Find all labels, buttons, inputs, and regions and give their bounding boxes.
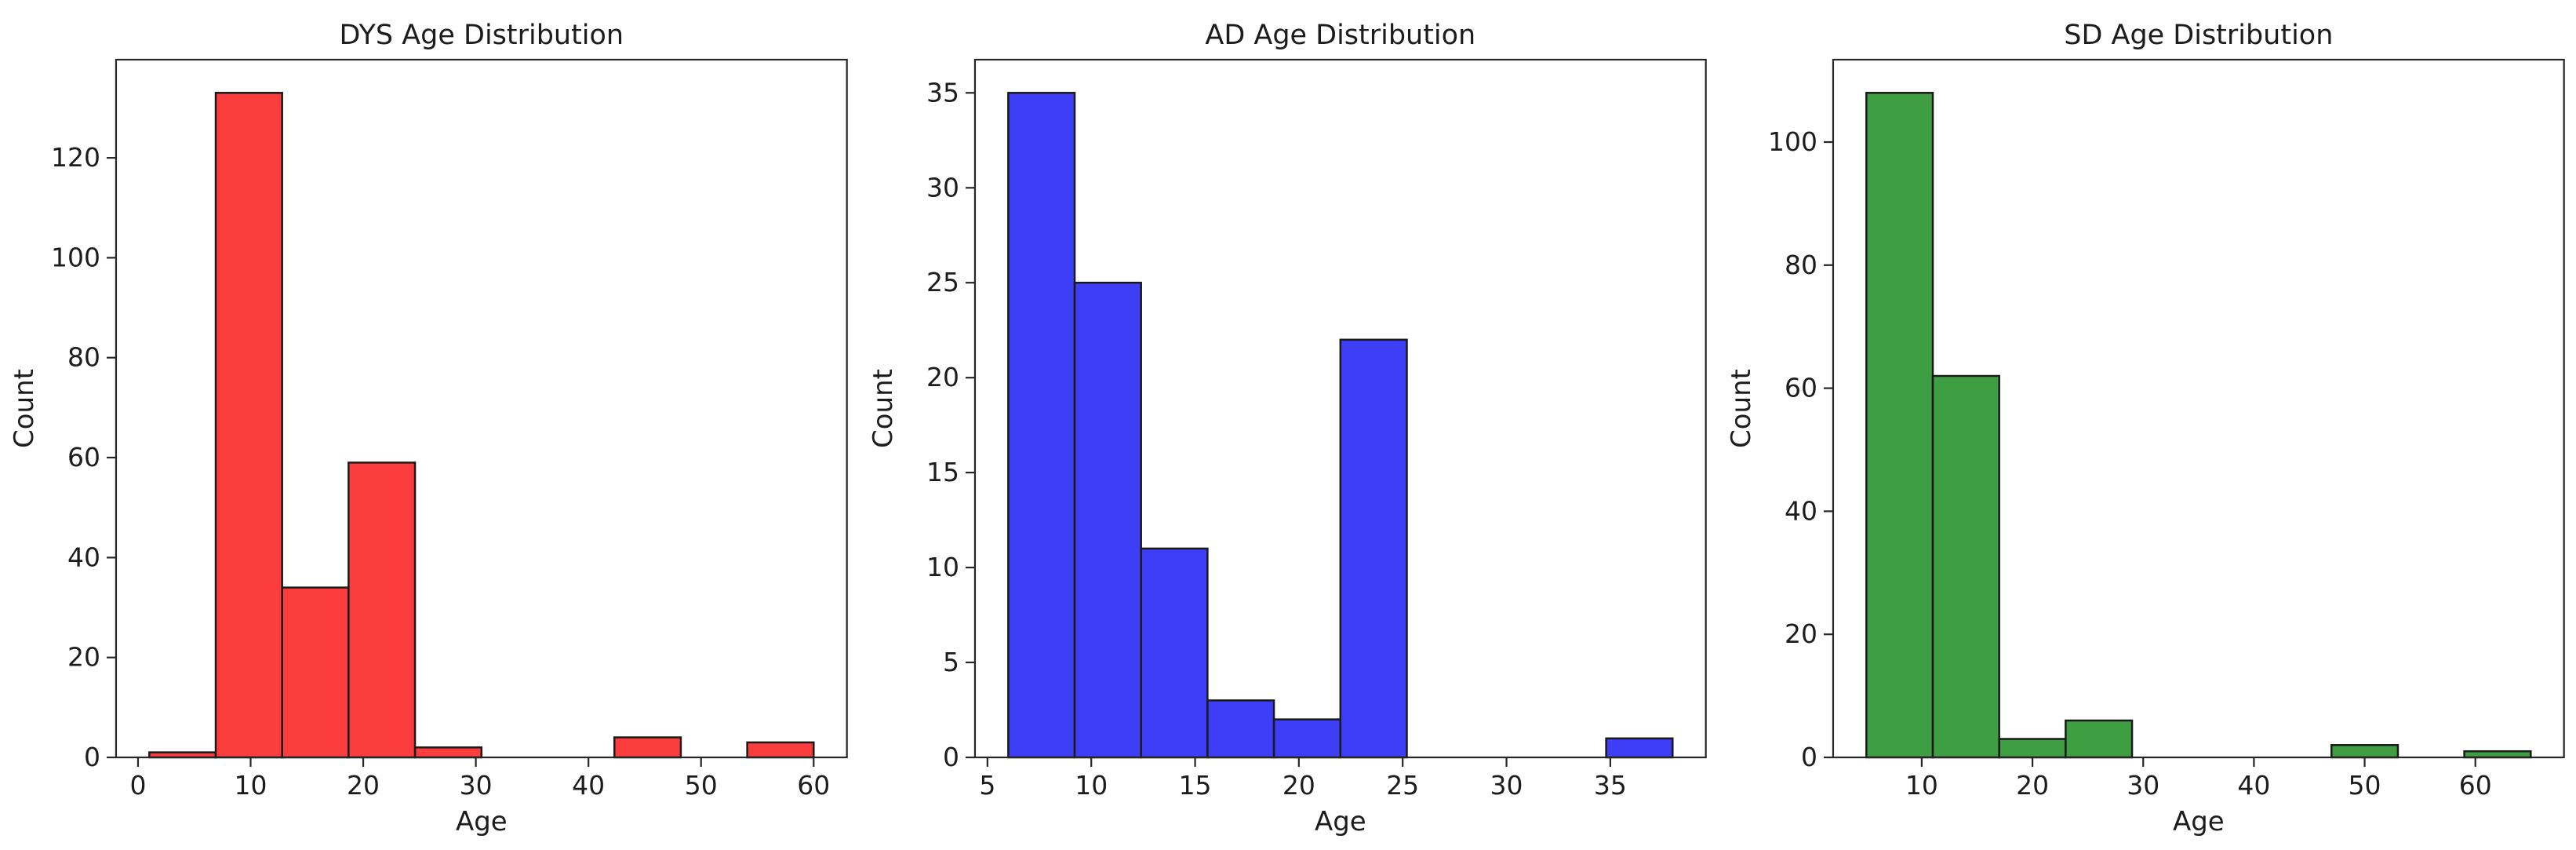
y-tick-label: 40 [1785,495,1817,526]
x-tick-label: 0 [129,770,146,801]
x-axis-label: Age [2173,806,2225,837]
x-tick-label: 10 [235,770,267,801]
histogram-bars [1865,92,2532,759]
x-tick-label: 20 [2016,770,2049,801]
x-tick-label: 40 [572,770,605,801]
x-tick-label: 15 [1178,770,1211,801]
y-tick-label: 20 [1785,618,1817,649]
y-tick-label: 100 [1768,126,1817,157]
x-tick-label: 25 [1386,770,1419,801]
plot-background [0,0,859,850]
y-tick-label: 15 [926,457,959,487]
y-tick-label: 80 [1785,250,1817,280]
histogram-bar [1339,338,1408,759]
y-tick-label: 0 [84,742,100,772]
axes-frame [115,58,848,759]
y-tick-label: 20 [926,362,959,392]
histogram-bar [1073,281,1142,759]
histogram-bar [1865,92,1934,759]
histogram-bar [1605,737,1674,759]
x-tick-label: 30 [1490,770,1523,801]
histogram-bar [2065,719,2134,759]
plot-background [1717,0,2576,850]
y-tick-label: 40 [67,542,100,572]
y-tick-label: 25 [926,267,959,297]
x-tick-label: 35 [1594,770,1627,801]
x-tick-label: 20 [1283,770,1315,801]
histogram-bar [613,736,682,759]
y-axis-label: Count [9,369,40,448]
histogram-bar [2463,750,2532,759]
y-tick-label: 35 [926,77,959,108]
axes-frame [973,58,1707,759]
x-tick-label: 10 [1075,770,1108,801]
histogram-bars [148,92,815,759]
y-axis-label: Count [1726,369,1757,448]
histogram-bar [347,461,417,759]
chart-ad-age-distribution: AD Age Distribution 51015202530350510152… [858,0,1718,850]
histogram-bar [1006,92,1075,759]
chart-dys-age-distribution: DYS Age Distribution 0 10 20 30 40 50 60 0 20 40 6… [0,0,859,850]
y-tick-label: 10 [926,552,959,582]
x-axis-label: Age [1315,806,1366,837]
axes-frame [1832,58,2566,759]
x-tick-label: 40 [2238,770,2271,801]
histogram-bar [1998,738,2067,759]
y-tick-label: 30 [926,172,959,202]
y-tick-label: 20 [67,642,100,673]
histogram-bar [1206,699,1275,759]
x-tick-label: 50 [2349,770,2381,801]
plot-background [858,0,1718,850]
chart-title: AD Age Distribution [1205,20,1475,51]
x-tick-label: 5 [979,770,995,801]
histogram-bar [281,586,350,759]
histogram-bar [413,746,483,759]
histogram-bar [1272,718,1341,759]
y-tick-label: 60 [1785,373,1817,403]
y-axis-label: Count [868,369,899,448]
histogram-bar [1932,374,2001,759]
y-tick-label: 5 [943,647,959,677]
y-tick-label: 0 [1801,742,1817,772]
y-tick-label: 80 [67,342,100,373]
chart-title: DYS Age Distribution [340,20,624,51]
chart-title: SD Age Distribution [2065,20,2334,51]
y-tick-label: 100 [51,242,100,272]
x-tick-label: 60 [2459,770,2492,801]
chart-sd-age-distribution: SD Age Distribution 10 20 30 40 50 60 0 20 40 60 8… [1717,0,2576,850]
x-axis-label: Age [456,806,508,837]
y-tick-label: 120 [51,142,100,173]
y-tick-label: 0 [943,742,959,772]
x-tick-label: 50 [685,770,718,801]
histogram-bar [2330,744,2400,759]
x-tick-label: 30 [2127,770,2160,801]
histogram-bar [746,741,815,759]
y-tick-label: 60 [67,442,100,472]
histogram-bars [1006,92,1674,759]
histogram-bar [1140,547,1209,759]
x-tick-label: 60 [797,770,830,801]
x-tick-label: 20 [347,770,380,801]
x-tick-label: 30 [460,770,493,801]
x-tick-label: 10 [1905,770,1938,801]
histogram-bar [214,92,283,759]
